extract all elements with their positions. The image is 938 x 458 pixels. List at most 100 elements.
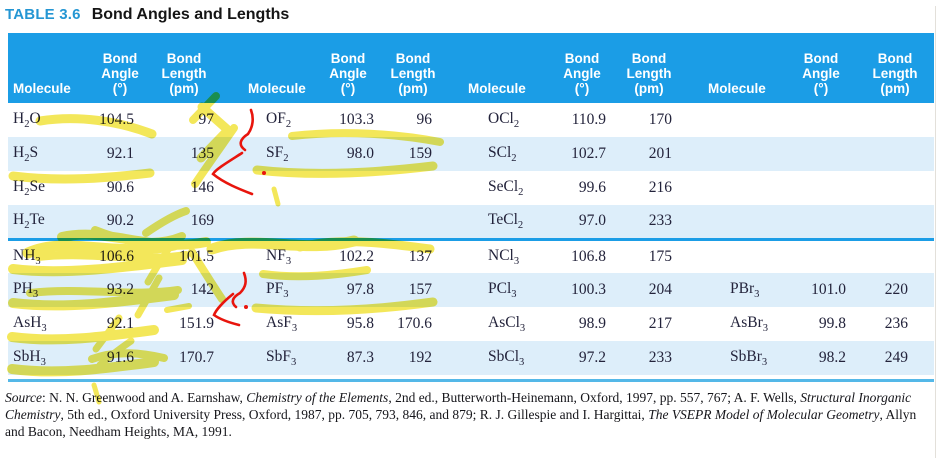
bond-angle-cell: 98.0 (346, 145, 374, 162)
header-bond-length: Bond Length (pm) (144, 33, 224, 103)
table-body: H2O 104.5 97 OF2 103.3 96 OCl2 110.9 170 H2S 92.1 1… (8, 103, 934, 375)
bond-length-cell (384, 171, 442, 205)
table-row: H2O 104.5 97 OF2 103.3 96 OCl2 110.9 170 (8, 103, 934, 137)
header-row: Molecule Bond Angle (°) Bond Length (pm) Molecu… (8, 33, 934, 103)
source-text-segment: , 2nd ed., Butterworth-Heinemann, Oxford… (388, 390, 801, 405)
bond-angle-cell: 110.9 (571, 111, 606, 128)
bond-length-cell: 97 (198, 111, 215, 128)
molecule-cell (224, 171, 312, 205)
bond-angle-cell: 92.1 (106, 315, 134, 332)
bond-length-cell: 135 (190, 145, 214, 162)
bond-length-cell: 204 (648, 281, 672, 298)
bond-length-cell: 220 (884, 281, 908, 298)
molecule-cell: AsBr3 (730, 313, 768, 335)
molecule-cell: SbF3 (266, 347, 297, 369)
bond-angle-cell: 91.6 (106, 349, 134, 366)
molecule-cell: NF3 (224, 237, 312, 273)
bond-length-cell (856, 237, 934, 273)
molecule-cell: PCl3 (488, 279, 517, 301)
header-bond-length: Bond Length (pm) (856, 33, 934, 103)
molecule-cell (682, 205, 786, 239)
source-text-segment: : N. N. Greenwood and A. Earnshaw, (42, 390, 247, 405)
molecule-cell: TeCl2 (488, 211, 524, 232)
source-footnote: Source: N. N. Greenwood and A. Earnshaw,… (5, 389, 930, 440)
bond-length-cell: 96 (416, 111, 433, 128)
bond-length-cell: 159 (408, 145, 432, 162)
bond-length-cell: 157 (408, 281, 432, 298)
molecule-cell (682, 103, 786, 137)
table-number-label: TABLE 3.6 (5, 6, 81, 23)
molecule-cell (224, 205, 312, 239)
bond-angle-cell: 100.3 (571, 281, 606, 298)
molecule-cell: H2S (13, 143, 39, 165)
source-text-segment: , 5th ed., Oxford University Press, Oxfo… (60, 407, 649, 422)
bond-length-cell: 146 (190, 179, 214, 196)
molecule-cell: AsCl3 (488, 313, 526, 335)
bond-length-cell (856, 103, 934, 137)
table-title: Bond Angles and Lengths (91, 6, 290, 23)
bond-length-cell: 169 (190, 212, 214, 230)
molecule-cell: AsF3 (266, 313, 298, 335)
molecule-cell: AsH3 (13, 313, 47, 335)
bond-angle-cell: 102.2 (312, 237, 384, 273)
molecule-cell: OCl2 (488, 109, 520, 131)
bond-length-cell: 216 (648, 179, 672, 196)
header-bond-length: Bond Length (pm) (616, 33, 682, 103)
bond-angle-cell (786, 237, 856, 273)
bond-length-cell: 233 (648, 212, 672, 230)
bond-length-cell: 142 (190, 281, 214, 298)
molecule-cell: PH3 (13, 279, 39, 301)
molecule-cell (682, 137, 786, 171)
table-row: H2Te 90.2 169 TeCl2 97.0 233 (8, 205, 934, 239)
bond-length-cell: 170 (648, 111, 672, 128)
bond-angle-cell: 104.5 (99, 111, 134, 128)
bond-angle-cell: 95.8 (346, 315, 374, 332)
bond-angle-cell (312, 205, 384, 239)
header-molecule: Molecule (8, 33, 96, 103)
bond-angle-cell: 101.0 (811, 281, 846, 298)
bond-length-cell: 233 (648, 349, 672, 366)
bond-angle-cell: 90.2 (106, 212, 134, 230)
bond-length-cell: 201 (648, 145, 672, 162)
bond-angle-cell (786, 137, 856, 171)
bond-length-cell: 151.9 (179, 315, 214, 332)
bond-angles-lengths-table: Molecule Bond Angle (°) Bond Length (pm) Molecu… (8, 33, 934, 375)
bond-length-cell: 236 (884, 315, 908, 332)
bond-length-cell: 175 (616, 237, 682, 273)
source-italic-segment: Structural Inorganic Chemistry (5, 390, 912, 422)
bond-angle-cell: 93.2 (106, 281, 134, 298)
table-row: SbH3 91.6 170.7 SbF3 87.3 192 SbCl3 97.2 233 SbBr… (8, 341, 934, 375)
header-molecule: Molecule (224, 33, 312, 103)
table-row: NH3 106.6 101.5 NF3 102.2 137 NCl3 106.8 175 (8, 237, 934, 273)
bond-angle-cell: 90.6 (106, 179, 134, 196)
bond-length-cell: 170.6 (397, 315, 432, 332)
table-row: AsH3 92.1 151.9 AsF3 95.8 170.6 AsCl3 98.9 217 As… (8, 307, 934, 341)
bond-angle-cell: 92.1 (106, 145, 134, 162)
source-italic-segment: Source (5, 390, 42, 405)
bond-angle-cell (786, 171, 856, 205)
bond-length-cell: 101.5 (144, 237, 224, 273)
bond-angle-cell: 102.7 (571, 145, 606, 162)
molecule-cell: PBr3 (730, 279, 760, 301)
table-header: Molecule Bond Angle (°) Bond Length (pm) Molecu… (8, 33, 934, 103)
bond-length-cell (856, 205, 934, 239)
table-row: H2S 92.1 135 SF2 98.0 159 SCl2 102.7 201 (8, 137, 934, 171)
bond-angle-cell: 98.9 (578, 315, 606, 332)
bond-angle-cell: 97.0 (578, 212, 606, 230)
header-bond-angle: Bond Angle (°) (786, 33, 856, 103)
page-edge-line (935, 6, 936, 458)
header-molecule: Molecule (682, 33, 786, 103)
molecule-cell: PF3 (266, 279, 289, 301)
molecule-cell: NCl3 (442, 237, 548, 273)
bond-angle-cell: 97.2 (578, 349, 606, 366)
molecule-cell: OF2 (266, 109, 292, 131)
source-italic-segment: Chemistry of the Elements (246, 390, 389, 405)
bond-angle-cell (786, 205, 856, 239)
table-row: PH3 93.2 142 PF3 97.8 157 PCl3 100.3 204 PBr3 101.… (8, 273, 934, 307)
molecule-cell: SCl2 (488, 143, 517, 165)
table-caption: TABLE 3.6 Bond Angles and Lengths (5, 6, 938, 28)
molecule-cell: SbCl3 (488, 347, 525, 369)
bond-angle-cell: 87.3 (346, 349, 374, 366)
bond-angle-cell (786, 103, 856, 137)
header-bond-angle: Bond Angle (°) (548, 33, 616, 103)
